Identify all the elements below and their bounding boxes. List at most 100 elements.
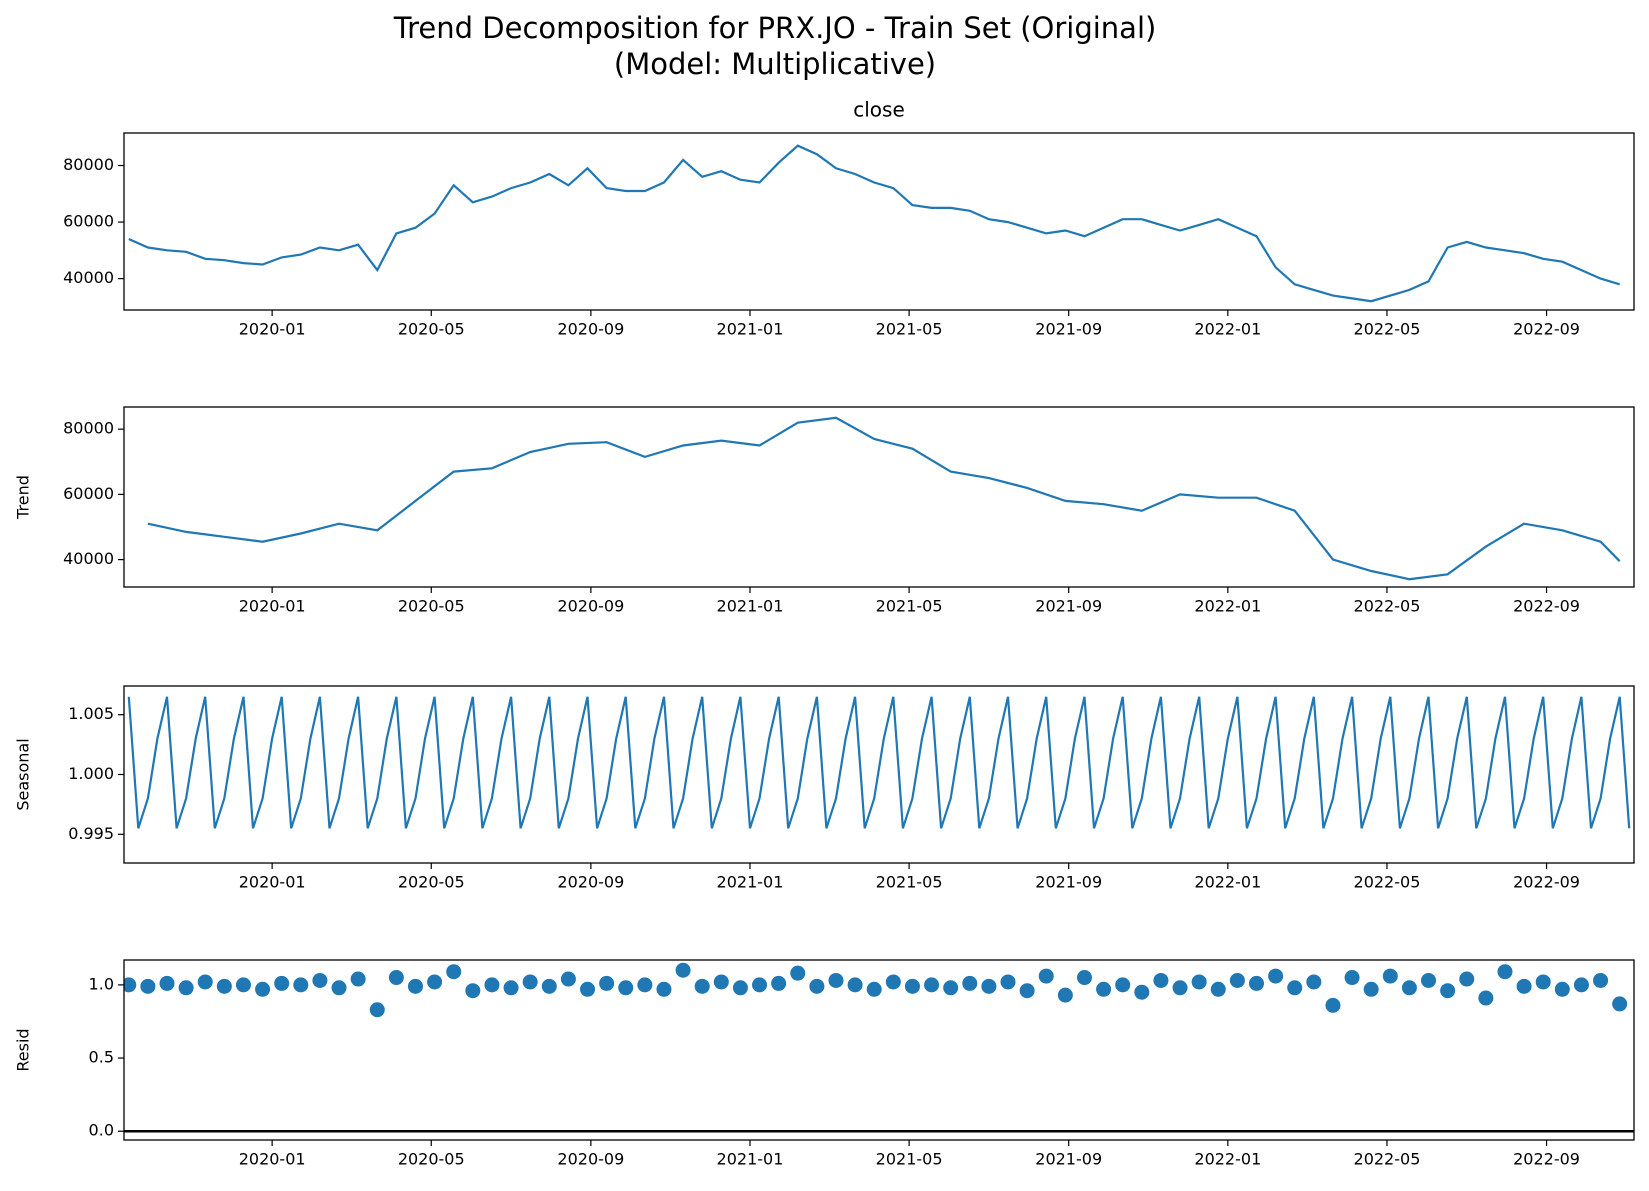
resid-point: [255, 981, 271, 997]
x-tick-label: 2022-01: [1194, 873, 1261, 892]
resid-point: [388, 970, 404, 986]
series-line: [147, 416, 1621, 581]
y-tick-label: 1.005: [68, 704, 114, 723]
resid-point: [541, 978, 557, 994]
x-tick-label: 2020-01: [239, 597, 306, 616]
resid-point: [1344, 970, 1360, 986]
resid-point: [1593, 972, 1609, 988]
resid-point: [159, 975, 175, 991]
resid-point: [1535, 974, 1551, 990]
axes-frame: [123, 132, 1635, 311]
resid-point: [1019, 983, 1035, 999]
x-tick-label: 2022-09: [1513, 873, 1580, 892]
x-tick-label: 2022-01: [1194, 597, 1261, 616]
x-tick-label: 2021-01: [717, 873, 784, 892]
x-tick-label: 2022-05: [1354, 873, 1421, 892]
resid-point: [656, 981, 672, 997]
resid-point: [465, 983, 481, 999]
y-tick-label: 80000: [63, 419, 114, 438]
resid-point: [752, 977, 768, 993]
resid-point: [331, 980, 347, 996]
x-tick-label: 2020-01: [239, 320, 306, 339]
x-tick-label: 2020-05: [398, 873, 465, 892]
resid-point: [1096, 981, 1112, 997]
resid-point: [1363, 981, 1379, 997]
y-tick-label: 40000: [63, 549, 114, 568]
y-axis-label: Trend: [14, 475, 33, 520]
figure-title: Trend Decomposition for PRX.JO - Train S…: [393, 11, 1157, 45]
resid-point: [962, 975, 978, 991]
y-tick-label: 0.995: [68, 824, 114, 843]
resid-point: [866, 981, 882, 997]
resid-point: [1478, 990, 1494, 1006]
resid-point: [1440, 983, 1456, 999]
resid-point: [847, 977, 863, 993]
x-tick-label: 2022-09: [1513, 320, 1580, 339]
x-tick-label: 2021-09: [1035, 873, 1102, 892]
x-tick-label: 2021-01: [717, 1150, 784, 1169]
resid-point: [1134, 984, 1150, 1000]
y-axis-label: Seasonal: [14, 738, 33, 810]
x-tick-label: 2022-01: [1194, 1150, 1261, 1169]
resid-point: [503, 980, 519, 996]
y-tick-label: 0.0: [89, 1121, 114, 1140]
resid-point: [1401, 980, 1417, 996]
resid-point: [771, 975, 787, 991]
resid-point: [1554, 981, 1570, 997]
resid-point: [1153, 972, 1169, 988]
resid-point: [1115, 977, 1131, 993]
resid-point: [1191, 974, 1207, 990]
x-tick-label: 2022-05: [1354, 1150, 1421, 1169]
subplot: Resid 2020-01 2020-05 2020-09 2021-01 2021-05…: [14, 959, 1635, 1169]
resid-point: [140, 978, 156, 994]
resid-point: [369, 1002, 385, 1018]
resid-point: [1000, 974, 1016, 990]
subplot-title: close: [853, 98, 905, 122]
y-axis-label: Resid: [14, 1028, 33, 1071]
series-line: [127, 696, 1631, 829]
resid-point: [1287, 980, 1303, 996]
resid-point: [446, 964, 462, 980]
resid-point: [293, 977, 309, 993]
x-tick-label: 2020-09: [557, 873, 624, 892]
x-tick-label: 2021-05: [876, 1150, 943, 1169]
resid-point: [178, 980, 194, 996]
resid-point: [904, 978, 920, 994]
resid-point: [1210, 981, 1226, 997]
resid-point: [618, 980, 634, 996]
series-line: [128, 144, 1621, 303]
resid-point: [522, 974, 538, 990]
resid-point: [124, 977, 137, 993]
resid-point: [560, 971, 576, 987]
resid-point: [1076, 970, 1092, 986]
y-tick-label: 0.5: [89, 1048, 114, 1067]
resid-point: [197, 974, 213, 990]
x-tick-label: 2021-05: [876, 320, 943, 339]
resid-point: [828, 972, 844, 988]
resid-point: [1573, 977, 1589, 993]
resid-point: [1268, 968, 1284, 984]
resid-point: [790, 965, 806, 981]
resid-point: [713, 974, 729, 990]
resid-point: [809, 978, 825, 994]
x-tick-label: 2020-09: [557, 1150, 624, 1169]
resid-point: [1516, 978, 1532, 994]
x-tick-label: 2021-09: [1035, 320, 1102, 339]
resid-point: [1172, 980, 1188, 996]
resid-point: [1421, 972, 1437, 988]
x-tick-label: 2021-09: [1035, 1150, 1102, 1169]
resid-point: [885, 974, 901, 990]
resid-point: [216, 978, 232, 994]
resid-point: [1229, 972, 1245, 988]
axes-frame: [123, 959, 1635, 1141]
x-tick-label: 2022-05: [1354, 597, 1421, 616]
resid-point: [1612, 996, 1628, 1012]
resid-point: [1382, 968, 1398, 984]
resid-point: [1497, 964, 1513, 980]
x-tick-label: 2022-09: [1513, 1150, 1580, 1169]
resid-point: [637, 977, 653, 993]
x-tick-label: 2022-05: [1354, 320, 1421, 339]
resid-point: [1306, 974, 1322, 990]
